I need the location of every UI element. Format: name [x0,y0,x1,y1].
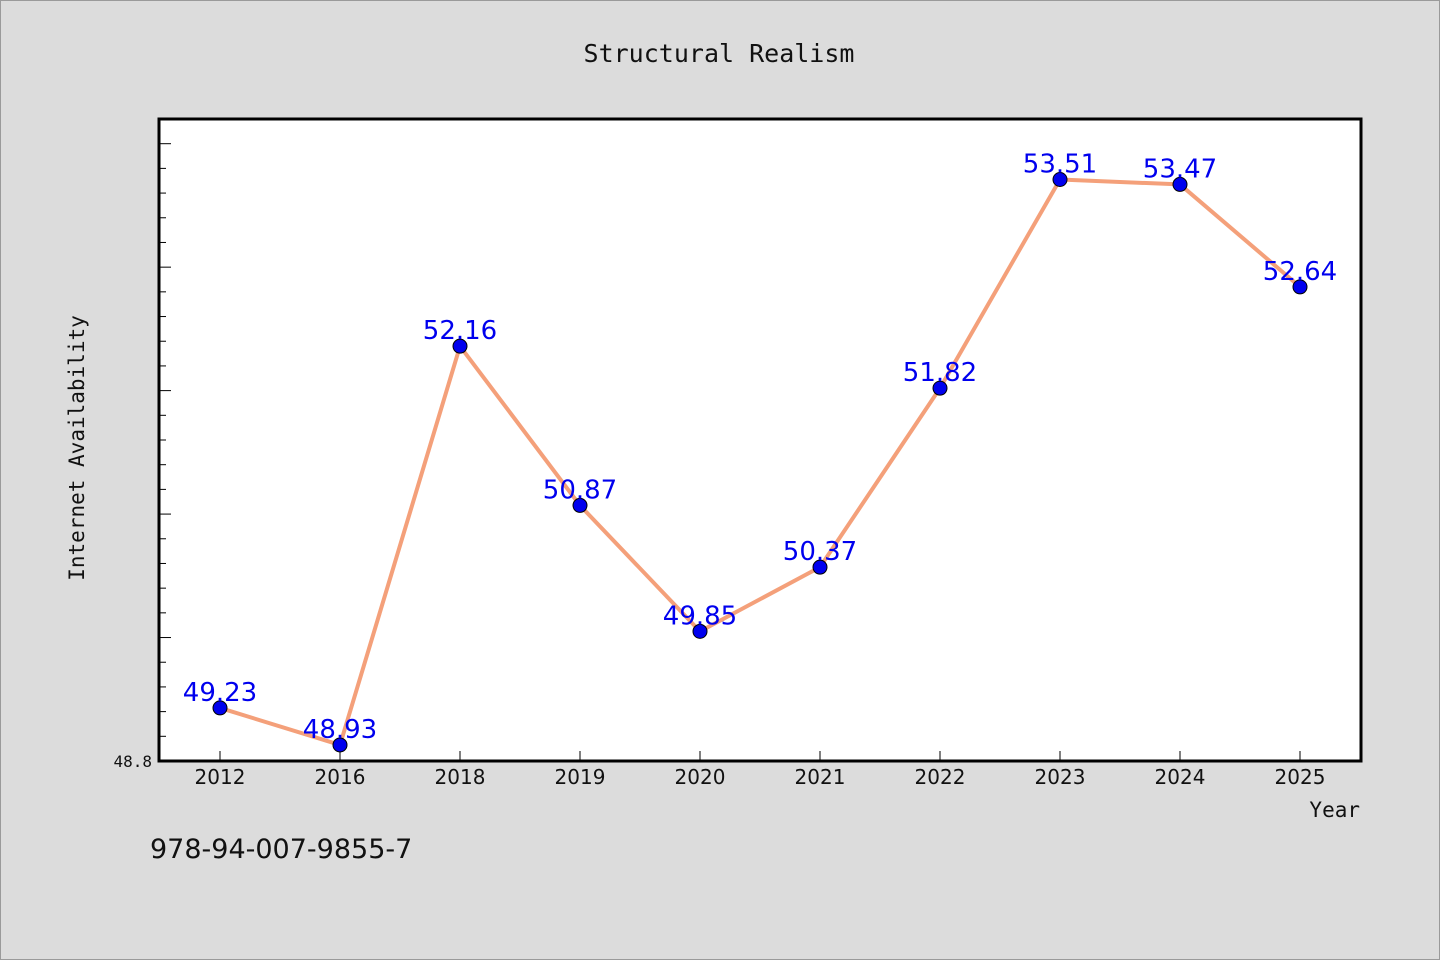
data-label: 53.47 [1143,154,1217,184]
x-tick-label: 2022 [915,765,966,789]
data-label: 48.93 [303,715,377,745]
series-line [219,177,1302,747]
x-tick-label: 2012 [195,765,246,789]
data-point [1172,176,1188,192]
x-tick-label: 2019 [555,765,606,789]
isbn-label: 978-94-007-9855-7 [150,834,413,865]
data-point [572,497,588,513]
data-label: 52.16 [423,316,497,346]
data-point [452,338,468,354]
series-markers [212,171,1308,753]
data-label: 50.87 [543,475,617,505]
x-axis-ticks [219,751,1301,761]
data-point [932,380,948,396]
x-tick-label: 2023 [1035,765,1086,789]
x-tick-label: 2021 [795,765,846,789]
x-tick-label: 2025 [1275,765,1326,789]
data-point [1292,279,1308,295]
chart-title: Structural Realism [584,39,855,68]
data-point [812,559,828,575]
data-label: 53.51 [1023,149,1097,179]
y-axis-label: Internet Availability [65,315,89,581]
y-tick-label-min: 48.8 [113,752,152,771]
data-label: 49.85 [663,601,737,631]
x-tick-label: 2018 [435,765,486,789]
y-axis-ticks [159,143,171,762]
x-tick-labels: 2012 2016 2018 2019 2020 2021 2022 2023 2024 2025 [195,765,1326,789]
x-tick-label: 2020 [675,765,726,789]
plot-area [157,117,1363,763]
x-tick-label: 2024 [1155,765,1206,789]
data-point [692,623,708,639]
data-point [212,700,228,716]
x-axis-label: Year [1309,798,1360,822]
data-label: 51.82 [903,358,977,388]
data-label: 52.64 [1263,257,1337,287]
data-point [332,737,348,753]
data-point [1052,171,1068,187]
data-label: 49.23 [183,678,257,708]
data-labels: 49.23 48.93 52.16 50.87 49.85 50.37 51.82 53.51… [183,149,1337,744]
x-tick-label: 2016 [315,765,366,789]
data-label: 50.37 [783,537,857,567]
